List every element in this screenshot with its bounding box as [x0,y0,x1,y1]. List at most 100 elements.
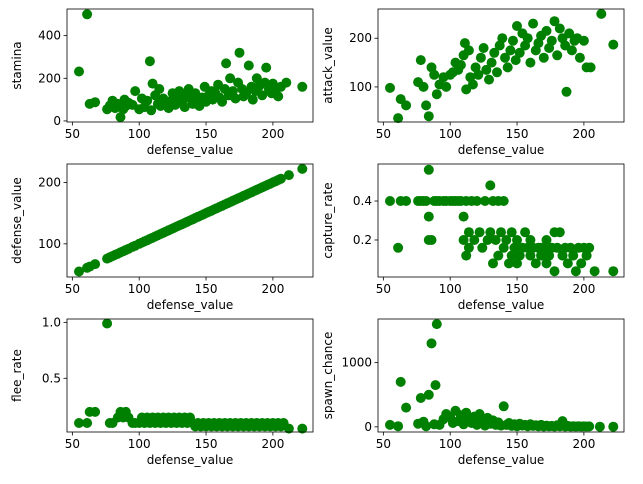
data-point [576,258,587,269]
data-point [502,62,513,73]
data-point [441,81,452,92]
data-point [514,250,525,261]
data-point [541,258,552,269]
data-point [489,47,500,58]
x-tick-label: 150 [195,437,218,451]
data-point [530,258,541,269]
data-point [415,55,426,66]
data-point [144,56,155,67]
data-point [273,91,284,102]
data-point [225,73,236,84]
y-tick-label: 100 [38,237,61,251]
data-point [477,242,488,253]
axes-frame [66,8,314,123]
data-point [561,86,572,97]
data-point [82,418,93,428]
data-point [504,258,514,269]
y-tick-label: 200 [38,71,61,85]
data-point [584,421,595,432]
data-point [275,173,286,184]
x-tick-label: 150 [506,437,529,451]
x-tick-label: 150 [506,282,529,296]
data-point [142,95,153,106]
data-point [423,211,434,222]
y-axis-label: spawn_chance [321,332,335,420]
y-axis-label: capture_rate [321,182,335,258]
data-point [147,78,158,89]
points-group [385,8,619,124]
data-point [485,180,496,191]
data-point [594,421,605,432]
x-tick-label: 200 [572,127,595,141]
points-group [385,319,619,432]
data-point [146,105,157,116]
data-point [478,43,489,53]
data-point [415,393,426,403]
data-point [221,58,232,69]
data-point [474,227,485,238]
data-point [102,318,113,329]
data-point [247,94,258,105]
data-point [608,421,619,432]
data-point [509,242,520,253]
y-axis-label: stamina [10,41,24,89]
y-tick-label: 1000 [341,356,372,370]
data-point [538,242,549,253]
data-point [431,89,442,100]
x-tick-label: 200 [261,437,284,451]
data-point [431,319,442,330]
data-point [385,196,395,206]
x-tick-label: 150 [195,282,218,296]
data-point [281,77,292,88]
data-point [179,102,190,113]
data-point [536,250,547,261]
data-point [82,9,93,20]
x-tick-label: 100 [439,127,462,141]
x-tick-label: 200 [572,282,595,296]
data-point [498,401,509,412]
data-point [486,57,497,68]
scatter-panel-3: 50 100 150 200 100 200 defense_value defense_va… [10,163,314,312]
y-axis-label: defense_value [10,177,24,264]
data-point [90,406,101,417]
data-point [401,196,412,206]
data-point [385,82,395,93]
x-tick-label: 100 [439,437,462,451]
scatter-panel-2: 50 100 150 200 100 200 defense_value attack_val… [321,8,625,157]
data-point [421,100,432,111]
data-point [74,266,84,277]
y-tick-label: 200 [349,31,372,45]
data-point [512,21,522,31]
points-group [74,9,308,123]
y-tick-label: 400 [38,29,61,43]
points-group [74,163,308,277]
data-point [115,112,126,123]
data-point [492,67,502,78]
y-axis-label: attack_value [321,27,335,103]
data-point [463,227,474,238]
data-point [554,23,565,34]
axes-frame [66,163,314,278]
x-tick-label: 100 [128,437,151,451]
data-point [500,52,510,63]
data-point [501,235,512,245]
data-point [455,60,466,70]
x-axis-label: defense_value [458,453,545,467]
data-point [549,16,560,27]
x-tick-label: 50 [65,127,80,141]
data-point [426,338,437,349]
data-point [490,235,501,245]
data-point [423,111,434,122]
data-point [488,258,498,269]
data-point [508,35,518,46]
data-point [230,93,241,104]
data-point [418,81,429,92]
data-point [463,45,474,56]
data-point [243,60,254,71]
x-tick-label: 100 [439,282,462,296]
x-tick-label: 100 [128,127,151,141]
axes-frame [377,318,625,433]
data-point [283,423,294,434]
data-point [473,69,484,80]
data-point [512,258,522,269]
